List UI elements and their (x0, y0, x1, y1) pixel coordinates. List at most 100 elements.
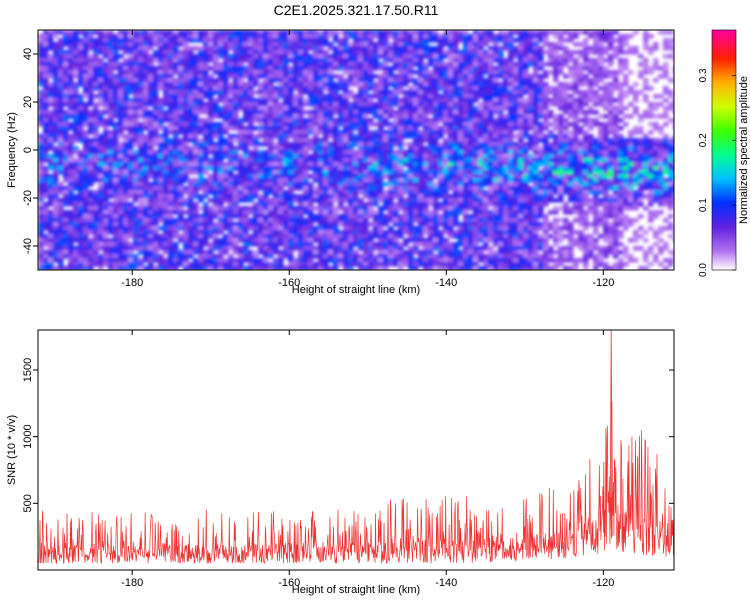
heatmap-cell (418, 74, 424, 79)
heatmap-cell (393, 78, 399, 83)
heatmap-cell (78, 42, 84, 47)
heatmap-cell (493, 66, 499, 71)
heatmap-cell (43, 94, 49, 99)
heatmap-cell (153, 74, 159, 79)
heatmap-cell (573, 142, 579, 147)
heatmap-cell (528, 134, 534, 139)
heatmap-cell (273, 114, 279, 119)
heatmap-cell (43, 138, 49, 143)
heatmap-cell (473, 198, 479, 203)
heatmap-cell (228, 102, 234, 107)
heatmap-cell (498, 62, 504, 67)
heatmap-cell (533, 114, 539, 119)
heatmap-cell (533, 66, 539, 71)
heatmap-cell (448, 78, 454, 83)
heatmap-cell (613, 158, 619, 163)
heatmap-cell (153, 130, 159, 135)
heatmap-cell (83, 30, 89, 35)
heatmap-cell (613, 142, 619, 147)
heatmap-cell (68, 162, 74, 167)
heatmap-cell (48, 70, 54, 75)
heatmap-cell (98, 34, 104, 39)
heatmap-cell (303, 86, 309, 91)
heatmap-cell (383, 46, 389, 51)
heatmap-cell (588, 182, 594, 187)
heatmap-cell (623, 38, 629, 43)
heatmap-cell (608, 74, 614, 79)
heatmap-cell (93, 134, 99, 139)
heatmap-cell (103, 162, 109, 167)
heatmap-cell (548, 130, 554, 135)
heatmap-cell (478, 166, 484, 171)
heatmap-cell (248, 198, 254, 203)
heatmap-cell (358, 198, 364, 203)
heatmap-cell (338, 198, 344, 203)
heatmap-cell (373, 110, 379, 115)
heatmap-cell (233, 70, 239, 75)
heatmap-cell (488, 54, 494, 59)
heatmap-cell (453, 102, 459, 107)
heatmap-cell (433, 154, 439, 159)
heatmap-cell (583, 62, 589, 67)
heatmap-cell (338, 106, 344, 111)
heatmap-cell (373, 74, 379, 79)
heatmap-cell (533, 62, 539, 67)
heatmap-cell (243, 30, 249, 35)
heatmap-cell (78, 114, 84, 119)
heatmap-cell (258, 170, 264, 175)
heatmap-cell (663, 170, 669, 175)
heatmap-cell (43, 106, 49, 111)
heatmap-cell (383, 42, 389, 47)
heatmap-cell (318, 82, 324, 87)
heatmap-cell (398, 194, 404, 199)
heatmap-cell (308, 138, 314, 143)
heatmap-cell (543, 174, 549, 179)
heatmap-cell (128, 118, 134, 123)
heatmap-cell (83, 122, 89, 127)
heatmap-cell (43, 158, 49, 163)
heatmap-cell (343, 94, 349, 99)
heatmap-cell (398, 106, 404, 111)
heatmap-cell (108, 62, 114, 67)
heatmap-cell (473, 142, 479, 147)
heatmap-cell (208, 134, 214, 139)
heatmap-cell (518, 66, 524, 71)
heatmap-cell (138, 194, 144, 199)
heatmap-cell (648, 138, 654, 143)
heatmap-cell (423, 134, 429, 139)
heatmap-cell (338, 110, 344, 115)
heatmap-cell (458, 122, 464, 127)
heatmap-cell (228, 162, 234, 167)
heatmap-cell (58, 102, 64, 107)
heatmap-cell (93, 70, 99, 75)
heatmap-cell (83, 86, 89, 91)
heatmap-cell (73, 114, 79, 119)
heatmap-cell (623, 34, 629, 39)
heatmap-cell (533, 138, 539, 143)
heatmap-cell (318, 90, 324, 95)
heatmap-cell (198, 166, 204, 171)
heatmap-cell (148, 118, 154, 123)
heatmap-cell (183, 174, 189, 179)
heatmap-cell (233, 114, 239, 119)
heatmap-cell (518, 98, 524, 103)
heatmap-cell (223, 130, 229, 135)
heatmap-cell (58, 86, 64, 91)
heatmap-cell (303, 42, 309, 47)
heatmap-cell (523, 130, 529, 135)
heatmap-cell (458, 118, 464, 123)
heatmap-cell (93, 146, 99, 151)
heatmap-cell (653, 46, 659, 51)
heatmap-cell (403, 90, 409, 95)
heatmap-cell (593, 142, 599, 147)
heatmap-cell (553, 178, 559, 183)
heatmap-cell (578, 90, 584, 95)
heatmap-cell (578, 162, 584, 167)
heatmap-cell (513, 94, 519, 99)
heatmap-cell (253, 190, 259, 195)
heatmap-cell (223, 110, 229, 115)
heatmap-cell (428, 50, 434, 55)
heatmap-cell (98, 166, 104, 171)
heatmap-cell (168, 110, 174, 115)
heatmap-cell (443, 150, 449, 155)
